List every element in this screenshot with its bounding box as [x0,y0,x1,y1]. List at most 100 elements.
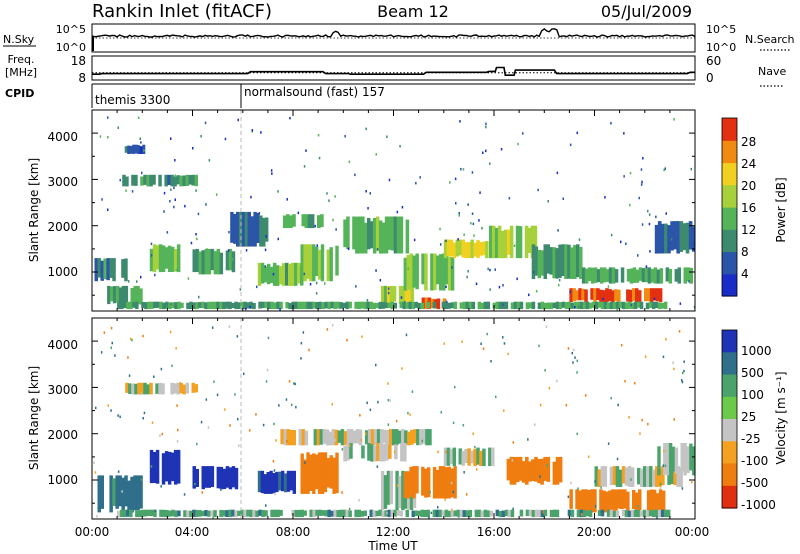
velocity-cell [182,384,186,395]
power-cell [370,221,374,249]
power-cell [486,301,491,310]
power-cell [387,302,391,309]
power-cell [412,255,416,288]
velocity-cell [349,429,354,446]
power-cell [436,255,440,285]
power-speckle [645,265,648,268]
power-cell [567,301,572,310]
power-cell [318,301,322,310]
power-cell [294,301,298,309]
velocity-speckle [486,332,488,336]
velocity-panel-frame [91,317,696,520]
power-cell [641,268,646,283]
power-cell [531,301,536,310]
velocity-speckle [617,403,619,407]
power-speckle [569,290,571,294]
velocity-colorbar-swatch [722,396,737,420]
velocity-cell [621,509,626,517]
power-cell [361,216,365,254]
power-speckle [400,296,403,299]
velocity-cell [118,475,122,507]
velocity-cell [342,509,346,518]
velocity-cell [632,490,636,509]
power-cell [125,176,129,187]
power-cell [330,301,334,309]
velocity-cell [373,429,378,446]
power-cell [573,244,577,279]
power-cell [421,253,425,285]
velocity-cell [323,452,328,493]
velocity-cell [125,382,129,393]
power-speckle [277,237,279,241]
velocity-cell [424,468,428,498]
power-cell [492,225,496,259]
power-cell [136,285,140,305]
power-cell [515,225,520,259]
velocity-cell [611,489,615,511]
power-cell [676,221,680,254]
power-cell [258,301,262,309]
velocity-cell [411,510,415,517]
velocity-cell [657,446,661,476]
power-cell [579,301,584,310]
power-colorbar-swatch [722,251,737,275]
velocity-cell [171,509,175,517]
power-cell [648,301,653,308]
velocity-speckle [567,495,570,499]
velocity-speckle [656,516,658,519]
power-cell [386,285,391,304]
power-speckle [127,280,130,283]
power-cell [265,217,269,242]
velocity-cell [432,509,437,518]
power-cell [644,267,649,283]
power-cell [137,145,141,154]
velocity-cell [528,461,532,482]
power-cell [659,268,664,284]
power-speckle [690,167,692,171]
velocity-speckle [234,393,236,396]
velocity-cell [462,510,467,517]
power-speckle [140,275,142,279]
velocity-cell [131,383,135,395]
power-cell [198,251,202,275]
cpid-label: CPID [5,87,34,100]
velocity-cell [686,446,690,474]
power-cell [594,301,599,310]
power-cbar-tick-8: 8 [741,245,749,259]
velocity-speckle [121,490,123,493]
power-cell [112,286,117,304]
power-cell [549,302,554,310]
velocity-speckle [663,449,665,453]
power-speckle [457,238,459,241]
velocity-cell [300,509,304,518]
cpid-segment-2: normalsound (fast) 157 [244,85,385,99]
velocity-cell [680,443,684,472]
power-speckle [482,151,484,154]
power-cell [176,175,180,185]
power-speckle [602,297,604,301]
velocity-cell [306,452,310,494]
velocity-speckle [584,394,587,397]
velocity-speckle [127,356,129,359]
velocity-cell [584,489,588,513]
velocity-speckle [346,338,348,342]
velocity-cell [137,382,141,395]
power-speckle [516,277,518,281]
power-speckle [170,137,172,140]
power-cell [408,301,412,310]
velocity-cell [605,491,609,513]
power-cell [300,301,304,310]
power-cell [146,174,150,187]
velocity-cell [100,475,104,509]
power-cell [447,256,452,291]
power-cell [444,301,449,309]
velocity-cell [473,449,477,467]
power-cell [534,246,539,276]
power-cell [459,302,464,309]
power-speckle [647,209,649,213]
power-cell [609,301,614,310]
velocity-speckle [571,351,573,355]
power-cell [516,301,521,310]
velocity-cell [412,466,416,499]
velocity-speckle [480,342,482,345]
